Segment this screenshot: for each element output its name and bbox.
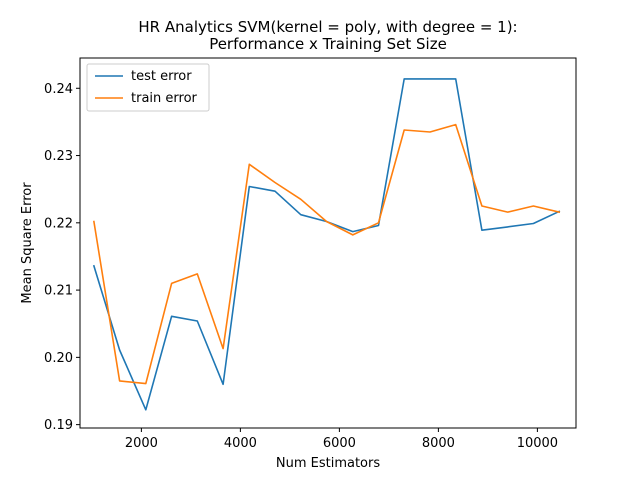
x-tick-label: 6000	[323, 436, 356, 451]
y-tick-label: 0.21	[44, 284, 73, 299]
x-tick-label: 10000	[517, 436, 558, 451]
y-tick-label: 0.22	[44, 216, 73, 231]
y-tick-label: 0.23	[44, 149, 73, 164]
series-line-train-error	[92, 123, 561, 385]
x-tick-label: 8000	[422, 436, 455, 451]
legend-label-train-error: train error	[131, 91, 198, 106]
y-axis-label: Mean Square Error	[20, 182, 35, 304]
x-axis-label: Num Estimators	[276, 456, 380, 471]
x-tick-label: 2000	[125, 436, 158, 451]
chart-title-line2: Performance x Training Set Size	[209, 35, 447, 53]
plot-frame	[79, 57, 577, 429]
series-lines	[92, 78, 561, 411]
plot-area	[80, 58, 576, 428]
y-tick-label: 0.20	[44, 351, 73, 366]
plot-background	[80, 58, 576, 428]
x-tick-label: 4000	[224, 436, 257, 451]
y-tick-label: 0.24	[44, 82, 73, 97]
chart-title-line1: HR Analytics SVM(kernel = poly, with deg…	[138, 18, 517, 36]
y-axis: 0.19 0.20 0.21 0.22 0.23 0.24	[44, 82, 80, 433]
x-axis: 2000 4000 6000 8000 10000	[125, 428, 558, 451]
legend: test error train error	[86, 63, 210, 112]
y-tick-label: 0.19	[44, 418, 73, 433]
legend-label-test-error: test error	[131, 69, 192, 84]
